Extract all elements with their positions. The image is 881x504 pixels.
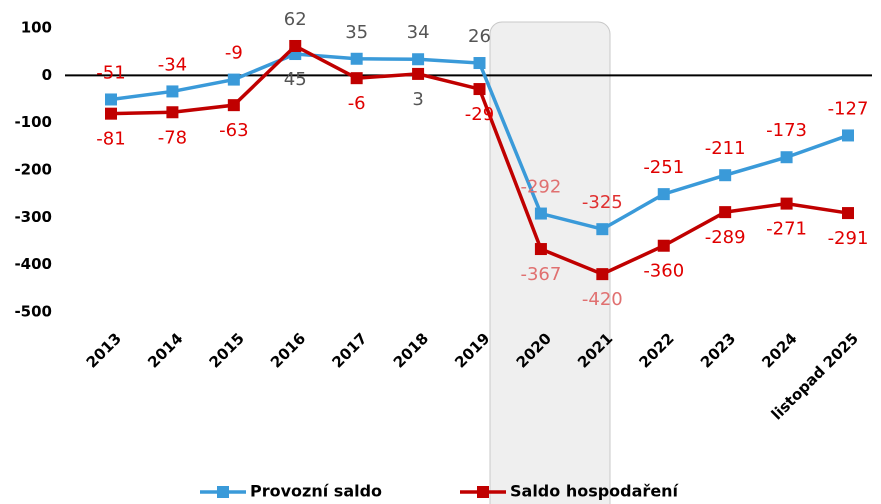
data-label: -29 xyxy=(465,104,494,125)
point xyxy=(105,107,117,120)
point xyxy=(473,57,486,70)
legend-marker xyxy=(477,486,489,498)
data-label: -325 xyxy=(582,192,623,213)
data-label: -292 xyxy=(520,177,561,198)
data-label: -271 xyxy=(766,219,807,240)
point xyxy=(350,52,363,65)
x-tick-label: 2017 xyxy=(328,329,370,371)
x-tick-label: 2016 xyxy=(267,329,309,371)
y-tick-label: -400 xyxy=(14,255,52,273)
point xyxy=(289,39,302,52)
highlight-band xyxy=(489,21,611,504)
data-label: -211 xyxy=(705,138,746,159)
data-label: -81 xyxy=(96,129,125,150)
point xyxy=(534,243,547,256)
data-label: -63 xyxy=(219,120,248,141)
point xyxy=(166,85,179,98)
data-label: -127 xyxy=(828,98,869,119)
point xyxy=(534,207,547,220)
data-label: 34 xyxy=(407,22,430,43)
data-label: 62 xyxy=(284,9,307,30)
y-tick-label: -300 xyxy=(14,208,52,226)
point xyxy=(473,83,486,96)
x-tick-label: 2013 xyxy=(83,329,125,371)
x-tick-label: 2022 xyxy=(636,329,678,371)
legend-label: Saldo hospodaření xyxy=(510,482,680,501)
point xyxy=(227,73,240,86)
x-tick-label: 2014 xyxy=(144,329,186,371)
x-tick-label: 2018 xyxy=(390,329,432,371)
point xyxy=(780,151,793,164)
data-label: -6 xyxy=(348,93,366,114)
data-label: -78 xyxy=(158,127,187,148)
point xyxy=(412,67,425,80)
y-tick-label: 0 xyxy=(42,66,52,84)
data-label: 45 xyxy=(284,69,307,90)
x-tick-label: 2023 xyxy=(697,329,739,371)
data-label: -420 xyxy=(582,289,623,310)
data-label: 35 xyxy=(345,22,368,43)
data-label: -289 xyxy=(705,227,746,248)
data-label: -34 xyxy=(158,54,187,75)
data-label: -360 xyxy=(643,261,684,282)
point xyxy=(719,169,732,182)
point xyxy=(780,197,793,210)
x-tick-label: 2019 xyxy=(451,329,493,371)
legend-label: Provozní saldo xyxy=(250,482,382,501)
data-label: -173 xyxy=(766,120,807,141)
point xyxy=(719,206,732,219)
data-label: -51 xyxy=(96,62,125,83)
point xyxy=(657,188,670,201)
y-tick-label: 100 xyxy=(21,19,52,37)
point xyxy=(842,129,854,142)
data-label: -251 xyxy=(643,157,684,178)
x-tick-label: 2015 xyxy=(206,329,248,371)
point xyxy=(842,207,854,220)
data-label: -9 xyxy=(225,43,243,64)
point xyxy=(105,93,117,106)
y-tick-label: -100 xyxy=(14,113,52,131)
legend-marker xyxy=(217,486,229,498)
point xyxy=(227,99,240,112)
point xyxy=(596,268,609,281)
point xyxy=(596,223,609,236)
y-tick-label: -200 xyxy=(14,161,52,179)
y-tick-label: -500 xyxy=(14,303,52,321)
point xyxy=(166,106,179,119)
data-label: 26 xyxy=(468,26,491,47)
data-label: -367 xyxy=(520,264,561,285)
data-label: -291 xyxy=(828,228,869,249)
point xyxy=(412,53,425,66)
x-tick-label: 2024 xyxy=(758,329,800,371)
point xyxy=(350,72,363,85)
data-label: 3 xyxy=(412,89,423,110)
point xyxy=(657,239,670,252)
